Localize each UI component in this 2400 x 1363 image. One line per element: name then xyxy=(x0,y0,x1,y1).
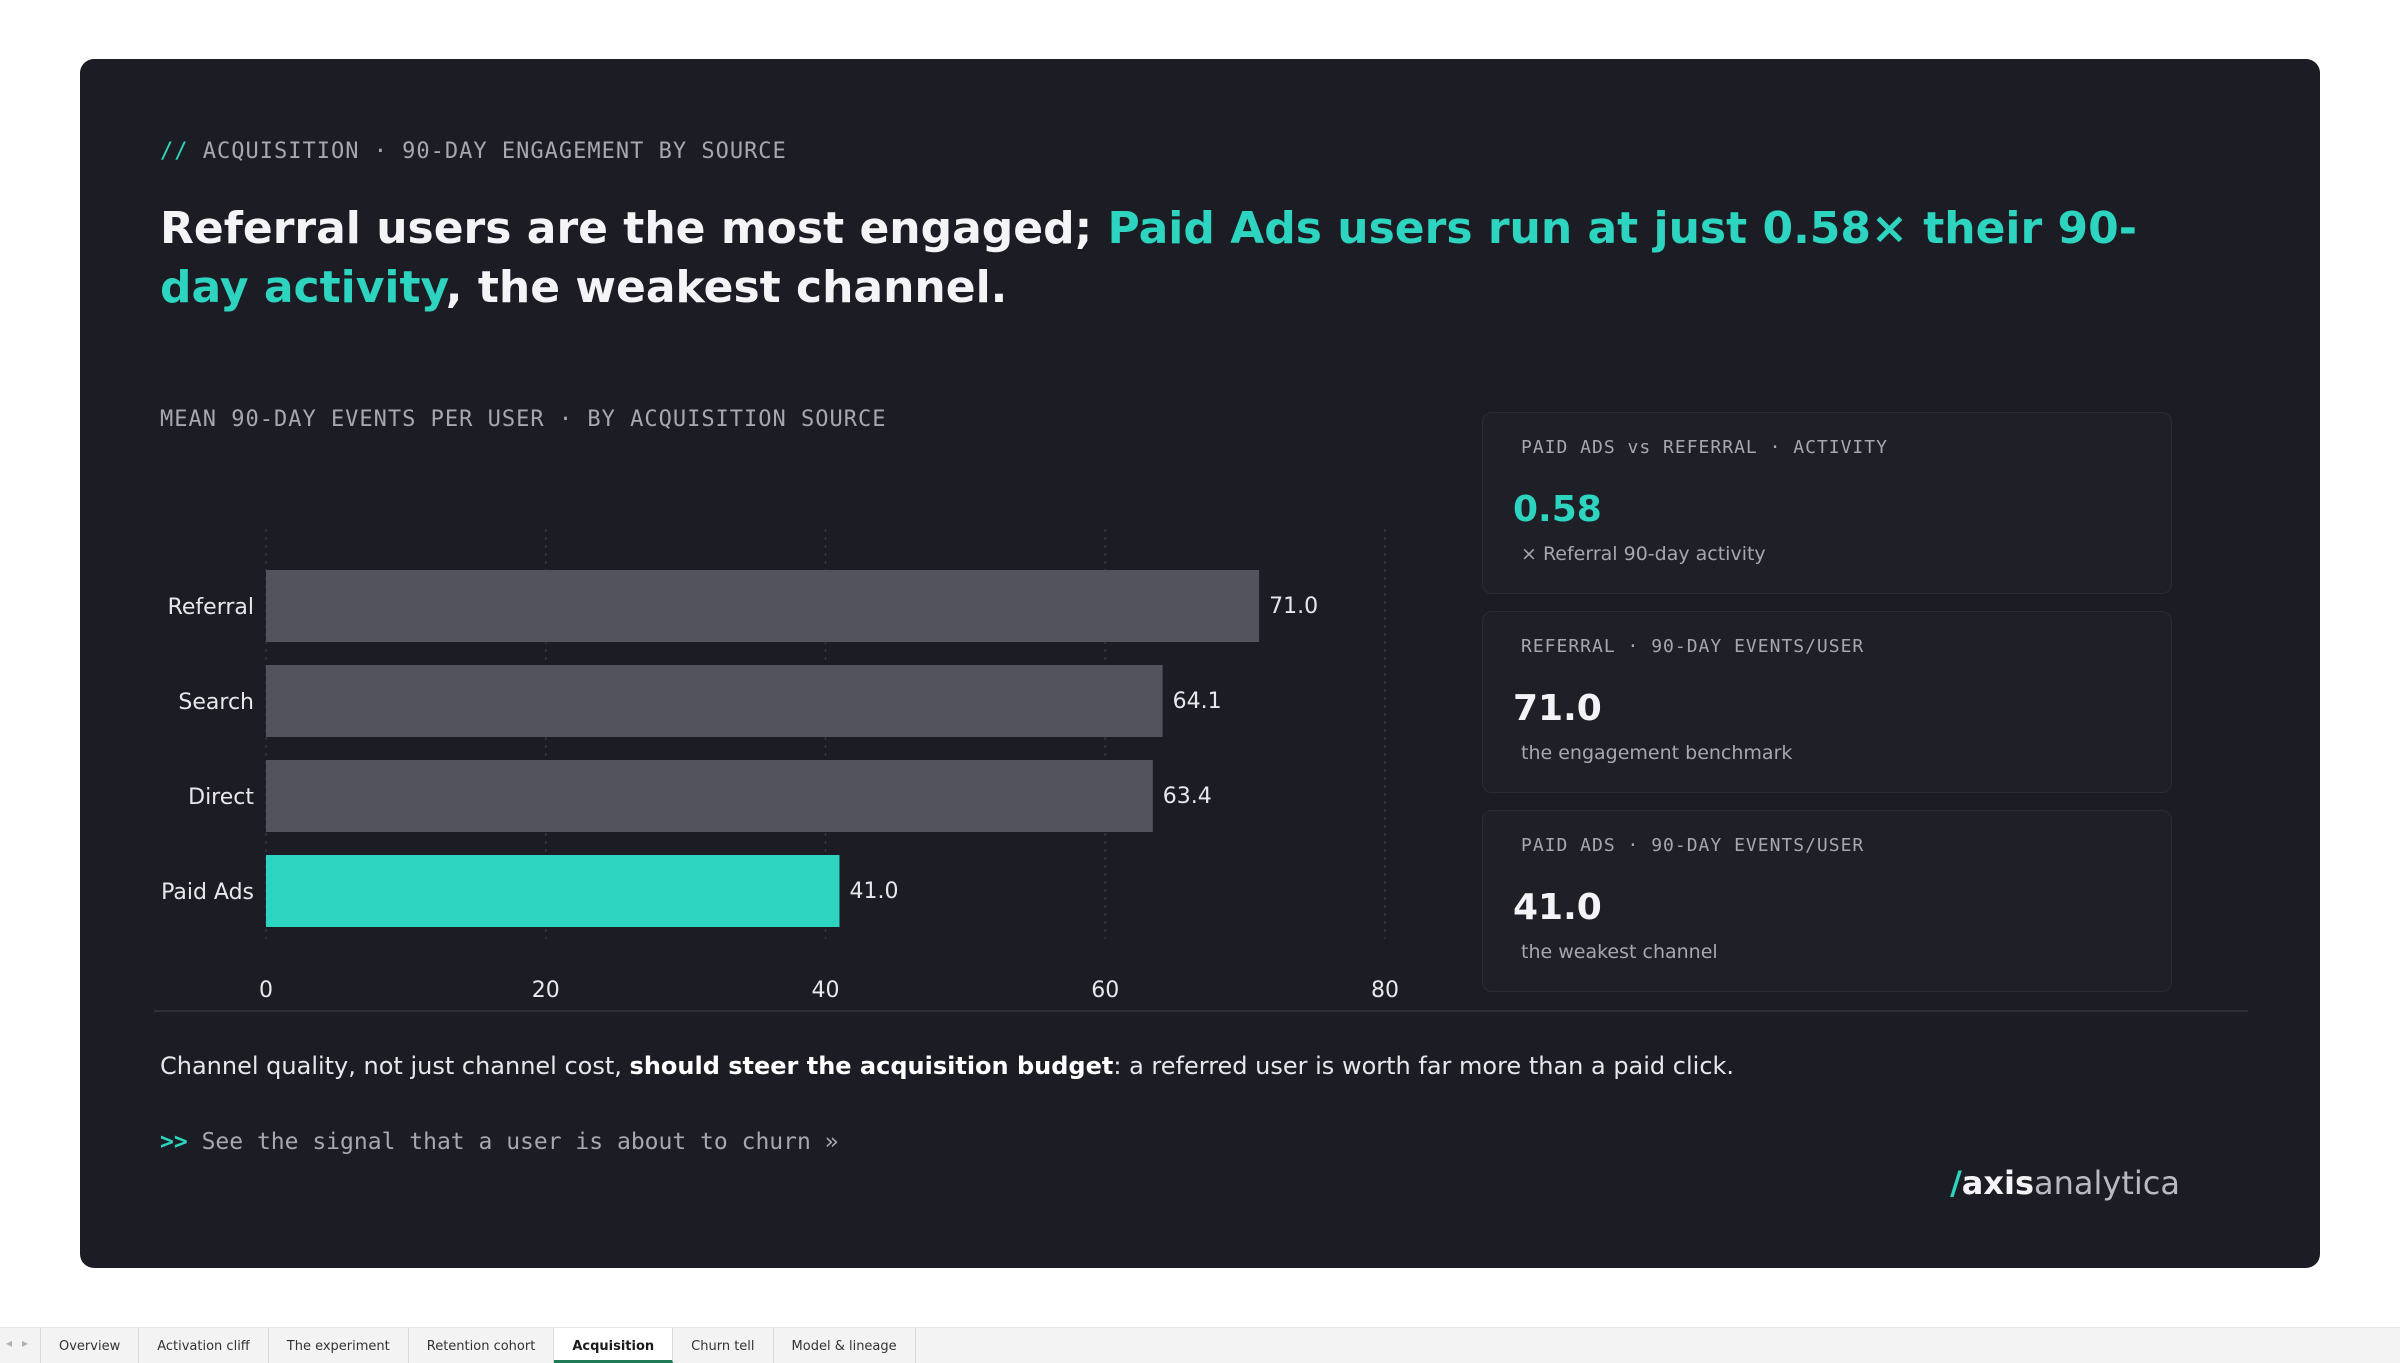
stat-value: 41.0 xyxy=(1513,887,1602,928)
tab-churn-tell[interactable]: Churn tell xyxy=(673,1328,774,1363)
bar-value-label: 63.4 xyxy=(1163,784,1212,809)
headline-part1: Referral users are the most engaged; xyxy=(160,203,1108,254)
headline-part2: , the weakest channel. xyxy=(445,262,1008,313)
tab-acquisition[interactable]: Acquisition xyxy=(554,1328,674,1363)
tab-model-lineage[interactable]: Model & lineage xyxy=(773,1328,916,1363)
stat-value: 0.58 xyxy=(1513,489,1602,530)
eyebrow-slashes: // xyxy=(160,139,189,164)
bar xyxy=(266,760,1153,832)
stat-label: REFERRAL · 90-DAY EVENTS/USER xyxy=(1521,636,1865,657)
chart-title: MEAN 90-DAY EVENTS PER USER · BY ACQUISI… xyxy=(160,407,887,432)
category-label: Search xyxy=(178,690,254,715)
stat-card-ratio: PAID ADS vs REFERRAL · ACTIVITY 0.58 × R… xyxy=(1482,412,2172,594)
next-section-link[interactable]: >> See the signal that a user is about t… xyxy=(160,1129,839,1155)
x-tick-label: 80 xyxy=(1371,978,1399,1003)
x-tick-label: 20 xyxy=(532,978,560,1003)
bar xyxy=(266,570,1260,642)
category-label: Referral xyxy=(168,595,254,620)
category-label: Paid Ads xyxy=(161,880,254,905)
x-tick-label: 40 xyxy=(812,978,840,1003)
eyebrow: // ACQUISITION · 90-DAY ENGAGEMENT BY SO… xyxy=(160,139,787,164)
divider xyxy=(154,1010,2248,1012)
tab-retention-cohort[interactable]: Retention cohort xyxy=(408,1328,555,1363)
next-section-link-text: See the signal that a user is about to c… xyxy=(201,1129,839,1155)
category-label: Direct xyxy=(188,785,254,810)
stat-note: the weakest channel xyxy=(1521,941,1718,963)
sheet-tab-bar: ◂ ▸ Overview Activation cliff The experi… xyxy=(0,1327,2400,1363)
headline: Referral users are the most engaged; Pai… xyxy=(160,199,2180,317)
takeaway-bold: should steer the acquisition budget xyxy=(629,1052,1114,1080)
slide-panel: // ACQUISITION · 90-DAY ENGAGEMENT BY SO… xyxy=(80,59,2320,1268)
double-chevron-icon: >> xyxy=(160,1129,188,1155)
bar-value-label: 64.1 xyxy=(1173,689,1222,714)
bar xyxy=(266,665,1163,737)
tab-the-experiment[interactable]: The experiment xyxy=(268,1328,409,1363)
logo-strong: axis xyxy=(1961,1164,2035,1202)
logo: /axisanalytica xyxy=(1950,1164,2180,1202)
bar-chart: 0 20 40 60 80 Referral 71.0 Search 64.1 Direct 63.… xyxy=(161,529,1399,1003)
tab-scroll-right-icon[interactable]: ▸ xyxy=(22,1336,29,1350)
stat-label: PAID ADS vs REFERRAL · ACTIVITY xyxy=(1521,437,1888,458)
takeaway: Channel quality, not just channel cost, … xyxy=(160,1052,1734,1080)
eyebrow-text: ACQUISITION · 90-DAY ENGAGEMENT BY SOURC… xyxy=(202,139,787,164)
stat-note: the engagement benchmark xyxy=(1521,742,1793,764)
stat-label: PAID ADS · 90-DAY EVENTS/USER xyxy=(1521,835,1865,856)
bar xyxy=(266,855,840,927)
stat-card-paid-ads: PAID ADS · 90-DAY EVENTS/USER 41.0 the w… xyxy=(1482,810,2172,992)
bar-value-label: 71.0 xyxy=(1269,594,1318,619)
x-tick-label: 60 xyxy=(1091,978,1119,1003)
logo-light: analytica xyxy=(2034,1164,2180,1202)
bar-value-label: 41.0 xyxy=(849,879,898,904)
headline-highlight: Paid Ads users run at just 0.58× their 9… xyxy=(160,203,2138,313)
sheet-tabs: Overview Activation cliff The experiment… xyxy=(40,1328,916,1363)
stat-value: 71.0 xyxy=(1513,688,1602,729)
tab-overview[interactable]: Overview xyxy=(40,1328,140,1363)
stat-note: × Referral 90-day activity xyxy=(1521,543,1766,565)
tab-scroll-left-icon[interactable]: ◂ xyxy=(6,1336,13,1350)
logo-slash: / xyxy=(1950,1164,1962,1202)
tab-activation-cliff[interactable]: Activation cliff xyxy=(139,1328,269,1363)
x-tick-label: 0 xyxy=(259,978,273,1003)
takeaway-part2: : a referred user is worth far more than… xyxy=(1113,1052,1735,1080)
takeaway-part1: Channel quality, not just channel cost, xyxy=(160,1052,630,1080)
stat-card-referral: REFERRAL · 90-DAY EVENTS/USER 71.0 the e… xyxy=(1482,611,2172,793)
